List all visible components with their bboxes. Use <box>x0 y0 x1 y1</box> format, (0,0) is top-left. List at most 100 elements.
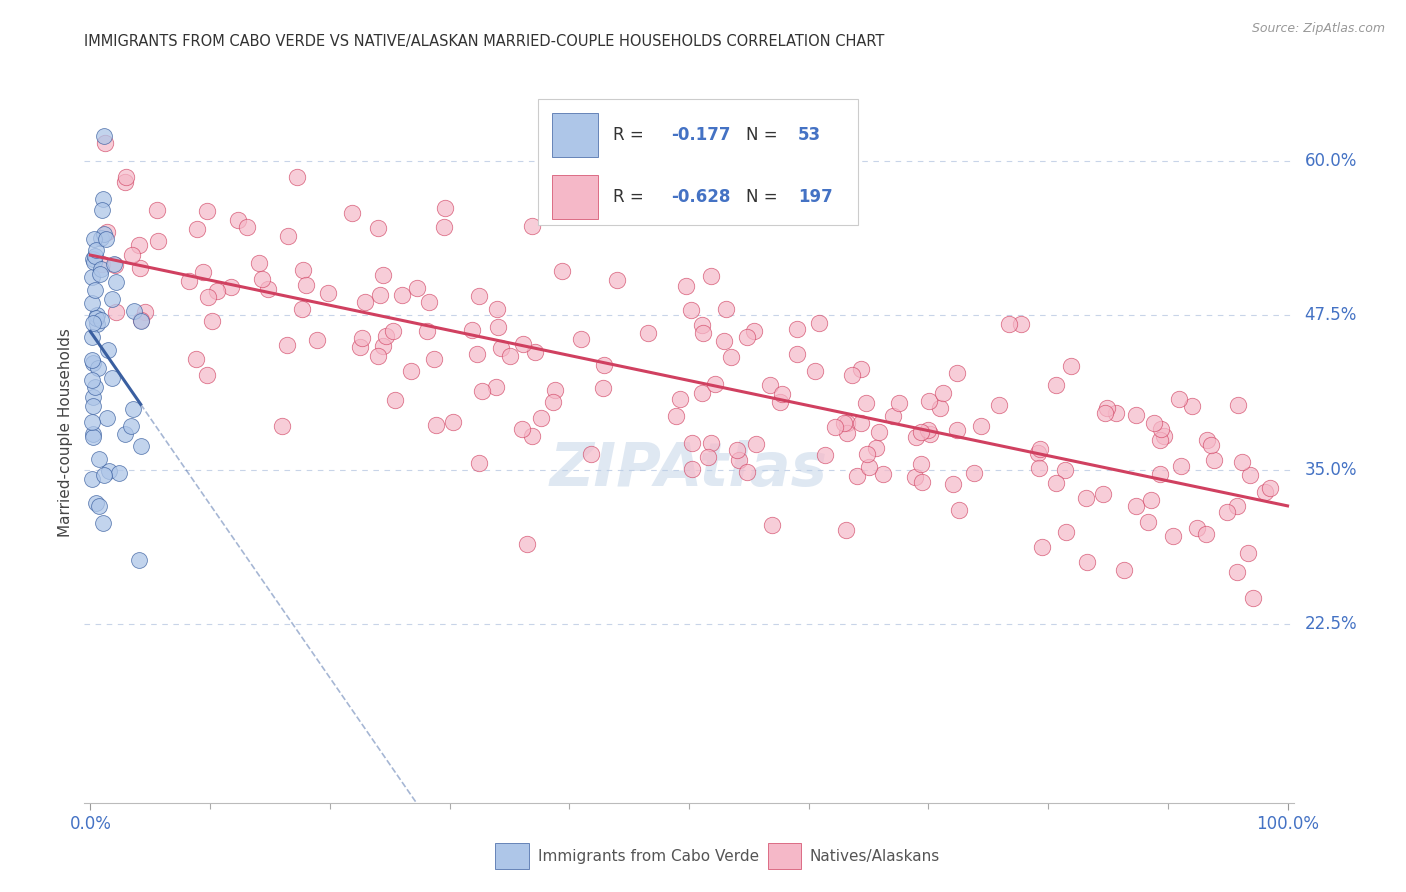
Point <box>193 264 215 278</box>
Point <box>858 460 880 475</box>
Point <box>512 337 534 351</box>
Point <box>186 222 208 236</box>
Point <box>1258 481 1281 495</box>
Point <box>90 230 112 244</box>
Point <box>367 349 389 363</box>
Point <box>1028 442 1050 457</box>
Point <box>846 468 869 483</box>
Point <box>108 467 131 481</box>
Point <box>932 386 955 401</box>
Point <box>1170 459 1192 474</box>
Point <box>257 282 280 296</box>
Point <box>963 467 986 481</box>
Point <box>1149 433 1171 447</box>
Point <box>699 269 721 284</box>
Point <box>551 264 574 278</box>
Point <box>735 465 758 479</box>
Point <box>200 314 222 328</box>
Point <box>1060 359 1083 374</box>
Point <box>1031 540 1053 554</box>
Point <box>270 419 292 434</box>
Point <box>84 495 107 509</box>
Point <box>786 321 808 335</box>
Point <box>522 219 544 234</box>
Point <box>851 417 873 431</box>
Point <box>669 392 692 406</box>
Point <box>425 417 447 432</box>
Point <box>1140 493 1163 508</box>
Point <box>1195 434 1218 448</box>
Point <box>433 219 456 234</box>
Point <box>86 309 108 323</box>
Point <box>1185 521 1208 535</box>
Point <box>82 316 104 330</box>
Point <box>195 204 218 219</box>
FancyBboxPatch shape <box>538 99 858 226</box>
Point <box>592 358 614 372</box>
Point <box>1097 401 1119 416</box>
Point <box>90 262 112 277</box>
Point <box>834 416 856 430</box>
Point <box>1181 399 1204 413</box>
Point <box>374 329 396 343</box>
Point <box>90 312 112 326</box>
Point <box>114 427 136 442</box>
Point <box>219 279 242 293</box>
Point <box>745 437 768 451</box>
Point <box>804 364 827 378</box>
Point <box>82 430 104 444</box>
Point <box>1227 398 1250 412</box>
Point <box>252 272 274 286</box>
Point <box>129 313 152 327</box>
Point <box>96 225 118 239</box>
Point <box>579 447 602 461</box>
Point <box>882 409 904 424</box>
Point <box>415 324 437 338</box>
Point <box>84 250 107 264</box>
Point <box>91 193 114 207</box>
Point <box>946 366 969 380</box>
Point <box>692 326 714 340</box>
Point <box>1053 463 1076 477</box>
Point <box>1136 515 1159 529</box>
Point <box>441 415 464 429</box>
Point <box>103 257 125 271</box>
Point <box>93 516 115 530</box>
FancyBboxPatch shape <box>768 843 801 869</box>
Point <box>101 292 124 306</box>
Point <box>524 345 547 359</box>
Text: ZIPAtlas: ZIPAtlas <box>550 440 828 500</box>
Point <box>105 275 128 289</box>
Point <box>700 435 723 450</box>
Text: -0.628: -0.628 <box>671 188 730 206</box>
Point <box>340 206 363 220</box>
Point <box>471 384 494 399</box>
Text: IMMIGRANTS FROM CABO VERDE VS NATIVE/ALASKAN MARRIED-COUPLE HOUSEHOLDS CORRELATI: IMMIGRANTS FROM CABO VERDE VS NATIVE/ALA… <box>84 34 884 49</box>
Point <box>87 360 110 375</box>
Point <box>84 380 107 394</box>
Point <box>399 364 422 378</box>
Point <box>184 351 207 366</box>
Point <box>485 380 508 394</box>
Point <box>1010 318 1032 332</box>
Point <box>423 352 446 367</box>
Point <box>115 169 138 184</box>
Point <box>291 302 314 317</box>
Point <box>544 383 567 397</box>
Point <box>665 409 688 424</box>
Point <box>120 418 142 433</box>
Text: 197: 197 <box>797 188 832 206</box>
Point <box>837 416 859 430</box>
Point <box>236 219 259 234</box>
Point <box>725 442 748 457</box>
Point <box>910 425 932 439</box>
Point <box>295 277 318 292</box>
FancyBboxPatch shape <box>553 112 599 157</box>
Point <box>697 450 720 464</box>
Point <box>998 317 1021 331</box>
Point <box>1112 563 1135 577</box>
Point <box>948 502 970 516</box>
Text: 47.5%: 47.5% <box>1305 306 1357 325</box>
Point <box>371 268 394 282</box>
Point <box>93 136 115 150</box>
